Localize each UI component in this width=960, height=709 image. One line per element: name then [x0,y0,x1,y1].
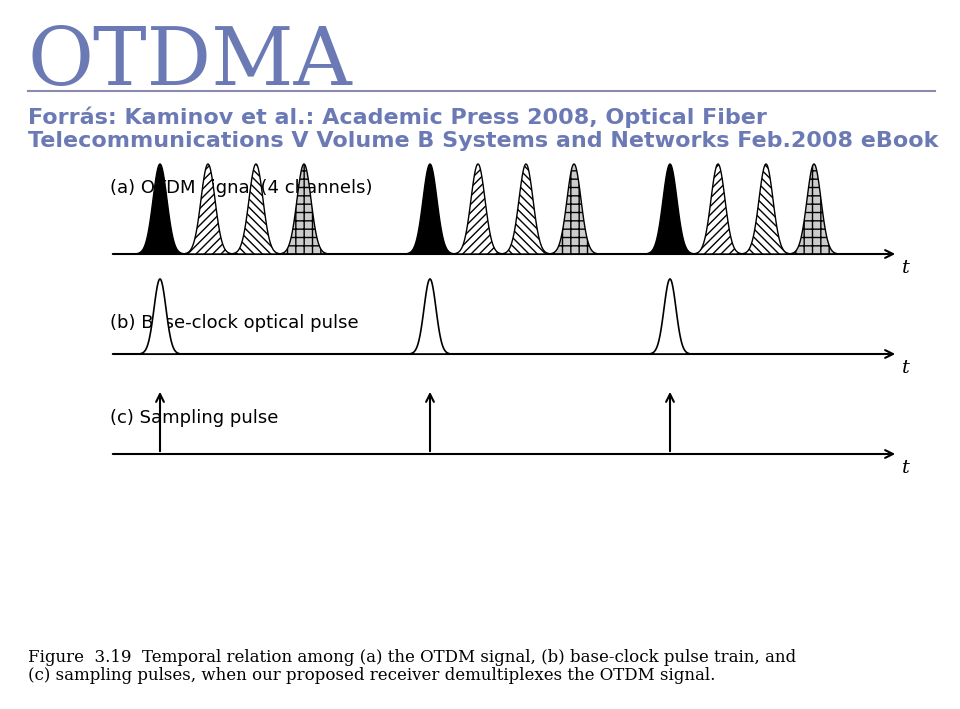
Polygon shape [137,164,182,254]
Text: t: t [902,259,910,277]
Polygon shape [185,164,230,254]
Polygon shape [744,164,788,254]
Text: (c) sampling pulses, when our proposed receiver demultiplexes the OTDM signal.: (c) sampling pulses, when our proposed r… [28,667,715,684]
Polygon shape [233,164,278,254]
Text: OTDMA: OTDMA [28,24,352,102]
Polygon shape [648,164,692,254]
Text: (c) Sampling pulse: (c) Sampling pulse [110,409,278,427]
Polygon shape [552,164,596,254]
Polygon shape [281,164,326,254]
Polygon shape [792,164,836,254]
Text: t: t [902,459,910,477]
Polygon shape [141,279,179,354]
Polygon shape [696,164,740,254]
Polygon shape [456,164,500,254]
Text: Figure  3.19  Temporal relation among (a) the OTDM signal, (b) base-clock pulse : Figure 3.19 Temporal relation among (a) … [28,649,796,666]
Text: t: t [902,359,910,377]
Polygon shape [408,164,452,254]
Polygon shape [504,164,548,254]
Polygon shape [651,279,689,354]
Text: Forrás: Kaminov et al.: Academic Press 2008, Optical Fiber: Forrás: Kaminov et al.: Academic Press 2… [28,107,767,128]
Text: (a) OTDM signal (4 channels): (a) OTDM signal (4 channels) [110,179,372,197]
Text: (b) Base-clock optical pulse: (b) Base-clock optical pulse [110,314,359,332]
Polygon shape [411,279,449,354]
Text: Telecommunications V Volume B Systems and Networks Feb.2008 eBook: Telecommunications V Volume B Systems an… [28,131,938,151]
